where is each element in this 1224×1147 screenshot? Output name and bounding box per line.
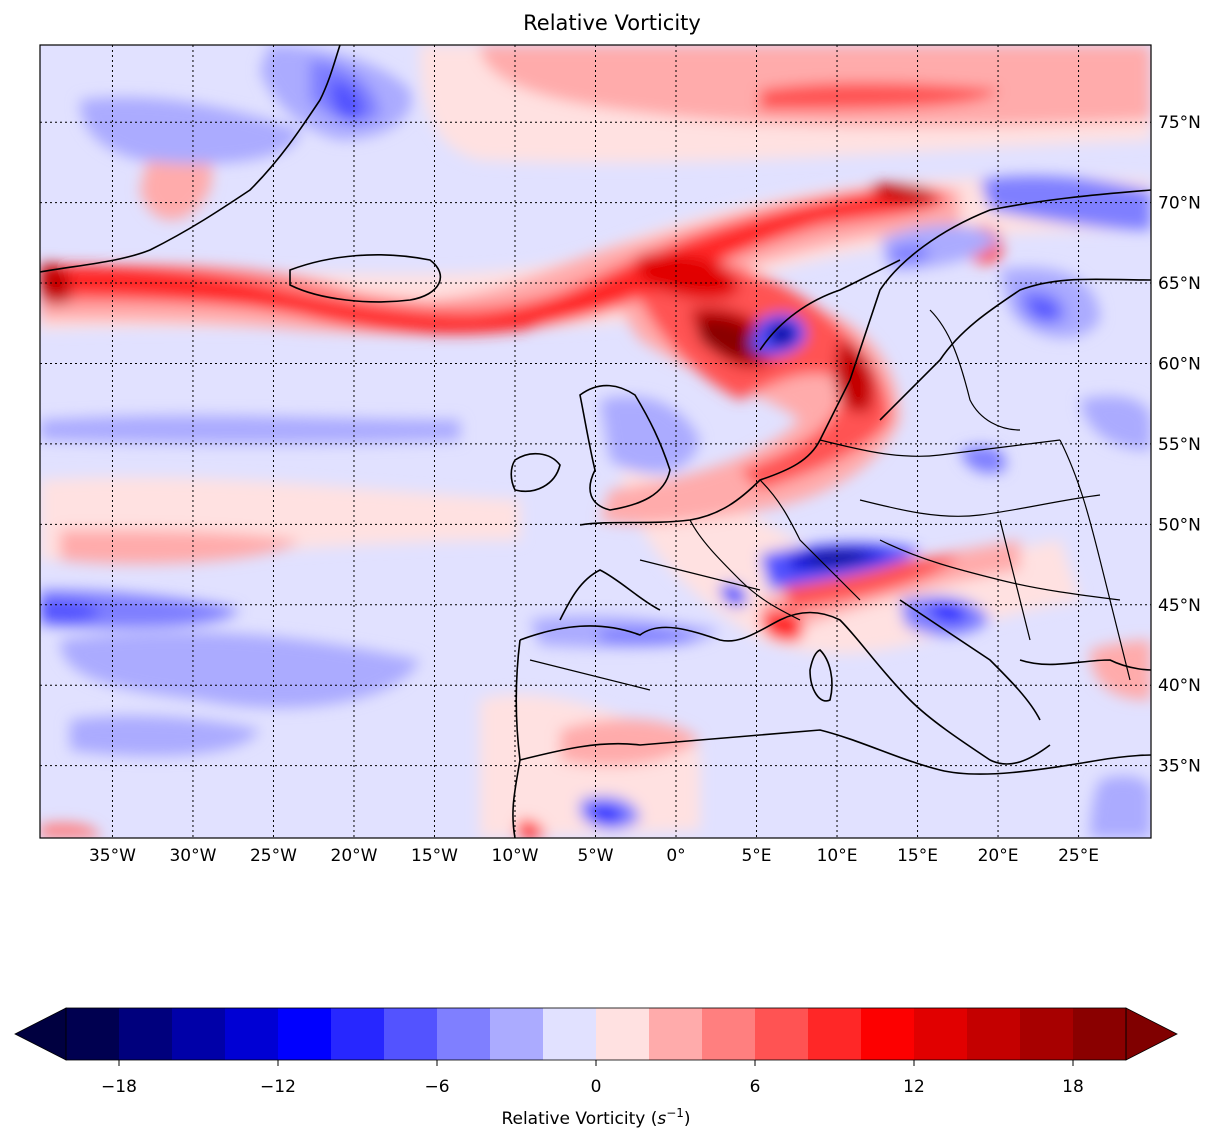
latitude-label: 35°N [1158,757,1201,777]
latitude-label: 60°N [1158,354,1201,374]
latitude-labels: 35°N 40°N 45°N 50°N 55°N 60°N 65°N 70°N 75°N [1158,113,1201,776]
longitude-label: 25°W [250,846,297,866]
plot-title: Relative Vorticity [523,11,701,35]
latitude-label: 65°N [1158,274,1201,294]
vorticity-field [40,45,1151,838]
longitude-label: 25°E [1058,846,1099,866]
latitude-label: 75°N [1158,113,1201,133]
longitude-label: 35°W [89,846,136,866]
longitude-label: 0° [666,846,685,866]
longitude-label: 20°E [978,846,1019,866]
coastlines [40,45,1151,838]
longitude-label: 15°E [897,846,938,866]
longitude-label: 20°W [331,846,378,866]
latitude-label: 45°N [1158,596,1201,616]
latitude-label: 55°N [1158,435,1201,455]
longitude-label: 10°W [492,846,539,866]
graticule [40,45,1151,838]
longitude-label: 5°W [577,846,613,866]
longitude-label: 5°E [741,846,771,866]
latitude-label: 70°N [1158,194,1201,214]
longitude-label: 30°W [169,846,216,866]
latitude-label: 50°N [1158,515,1201,535]
longitude-label: 10°E [817,846,858,866]
longitude-label: 15°W [411,846,458,866]
latitude-label: 40°N [1158,676,1201,696]
map-frame [39,44,1152,839]
longitude-labels: 35°W 30°W 25°W 20°W 15°W 10°W 5°W 0° 5°E 10°E 15°E… [89,846,1099,866]
country-borders [529,309,1131,691]
